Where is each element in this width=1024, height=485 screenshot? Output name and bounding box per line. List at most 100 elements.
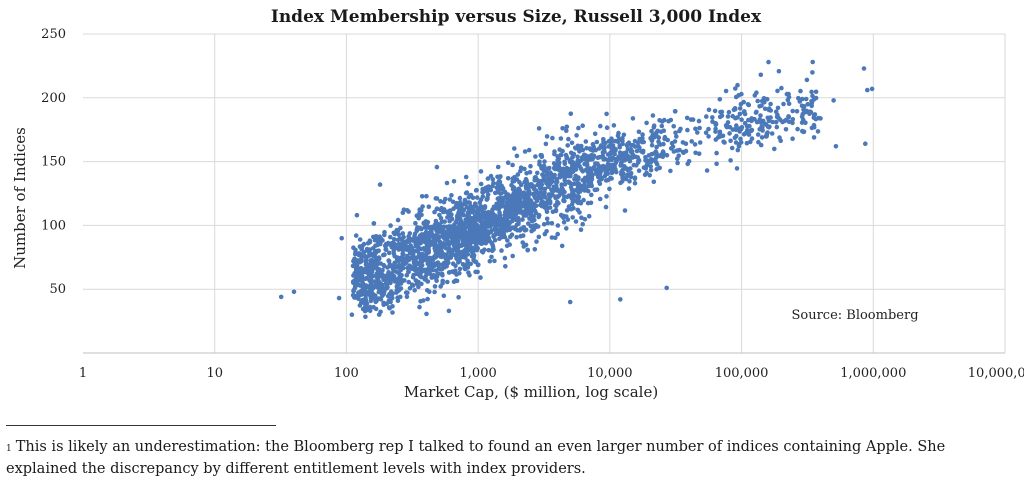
data-point — [831, 98, 836, 103]
data-point — [483, 240, 489, 246]
data-point — [571, 181, 577, 187]
data-point — [602, 156, 608, 162]
data-point — [863, 141, 868, 146]
data-point — [527, 170, 533, 175]
data-point — [478, 218, 483, 224]
data-point — [507, 210, 513, 215]
data-point — [405, 290, 410, 296]
data-point — [803, 96, 809, 102]
data-point — [796, 95, 801, 101]
data-point — [569, 201, 575, 207]
data-point — [486, 236, 491, 241]
data-point — [620, 141, 625, 147]
data-point — [733, 86, 738, 91]
data-point — [449, 227, 455, 233]
data-point — [618, 297, 623, 302]
data-point — [432, 289, 437, 295]
data-point — [405, 253, 410, 259]
data-point — [603, 178, 609, 183]
data-point — [418, 257, 424, 263]
data-point — [833, 144, 839, 149]
data-point — [489, 211, 495, 216]
data-point — [564, 226, 569, 231]
data-point — [501, 218, 506, 224]
data-point — [511, 210, 516, 215]
data-point — [754, 90, 759, 95]
data-point — [677, 147, 682, 153]
data-point — [497, 174, 503, 180]
data-point — [402, 278, 407, 283]
chart-title: Index Membership versus Size, Russell 3,… — [271, 7, 762, 27]
data-point — [397, 273, 403, 279]
data-point — [474, 187, 479, 193]
data-point — [440, 280, 445, 286]
data-point — [373, 284, 379, 290]
data-point — [505, 160, 511, 165]
data-point — [775, 88, 780, 94]
data-point — [412, 237, 418, 242]
data-point — [406, 264, 412, 270]
data-point — [363, 283, 369, 288]
data-point — [727, 131, 732, 136]
data-point — [592, 131, 598, 137]
data-point — [429, 263, 434, 269]
data-point — [351, 287, 357, 293]
data-point — [463, 174, 469, 180]
data-point — [435, 221, 441, 227]
data-point — [537, 162, 542, 167]
data-point — [526, 194, 531, 199]
data-point — [564, 208, 570, 213]
data-point — [416, 284, 421, 290]
data-point — [543, 168, 549, 173]
data-point — [386, 305, 392, 310]
x-tick-label: 100 — [334, 366, 359, 381]
data-point — [520, 240, 525, 245]
data-point — [449, 212, 454, 217]
y-tick-label: 250 — [41, 27, 66, 42]
data-point — [577, 210, 582, 215]
data-point — [535, 170, 540, 176]
data-point — [669, 140, 675, 146]
data-point — [463, 217, 469, 223]
data-point — [465, 252, 471, 257]
data-point — [364, 246, 370, 252]
data-point — [643, 166, 649, 171]
data-point — [358, 268, 363, 274]
data-point — [733, 126, 738, 132]
data-point — [476, 233, 481, 239]
data-point — [555, 199, 560, 205]
data-point — [611, 150, 617, 155]
data-point — [472, 213, 478, 218]
data-point — [426, 204, 432, 209]
data-point — [485, 176, 491, 181]
data-point — [352, 293, 357, 299]
data-point — [398, 294, 403, 300]
data-point — [492, 237, 498, 243]
data-point — [384, 281, 390, 287]
data-point — [451, 179, 457, 184]
data-point — [478, 181, 484, 187]
data-point — [764, 96, 770, 102]
data-point — [651, 179, 657, 185]
data-point — [632, 176, 638, 182]
data-point — [419, 281, 424, 287]
data-point — [623, 176, 629, 182]
data-point — [495, 164, 501, 170]
data-point — [395, 237, 401, 243]
data-point — [291, 289, 297, 295]
data-point — [389, 277, 394, 283]
data-point — [473, 269, 478, 275]
data-point — [414, 227, 420, 233]
y-tick-label: 150 — [41, 155, 66, 170]
y-tick-label: 50 — [49, 282, 66, 297]
data-point — [462, 237, 468, 243]
data-point — [566, 136, 571, 142]
x-axis-label: Market Cap, ($ million, log scale) — [404, 383, 658, 401]
data-point — [443, 196, 448, 202]
data-point — [706, 126, 711, 132]
data-point — [619, 179, 625, 184]
data-point — [717, 97, 723, 102]
data-point — [547, 205, 553, 210]
data-point — [437, 242, 443, 248]
data-point — [723, 88, 729, 94]
